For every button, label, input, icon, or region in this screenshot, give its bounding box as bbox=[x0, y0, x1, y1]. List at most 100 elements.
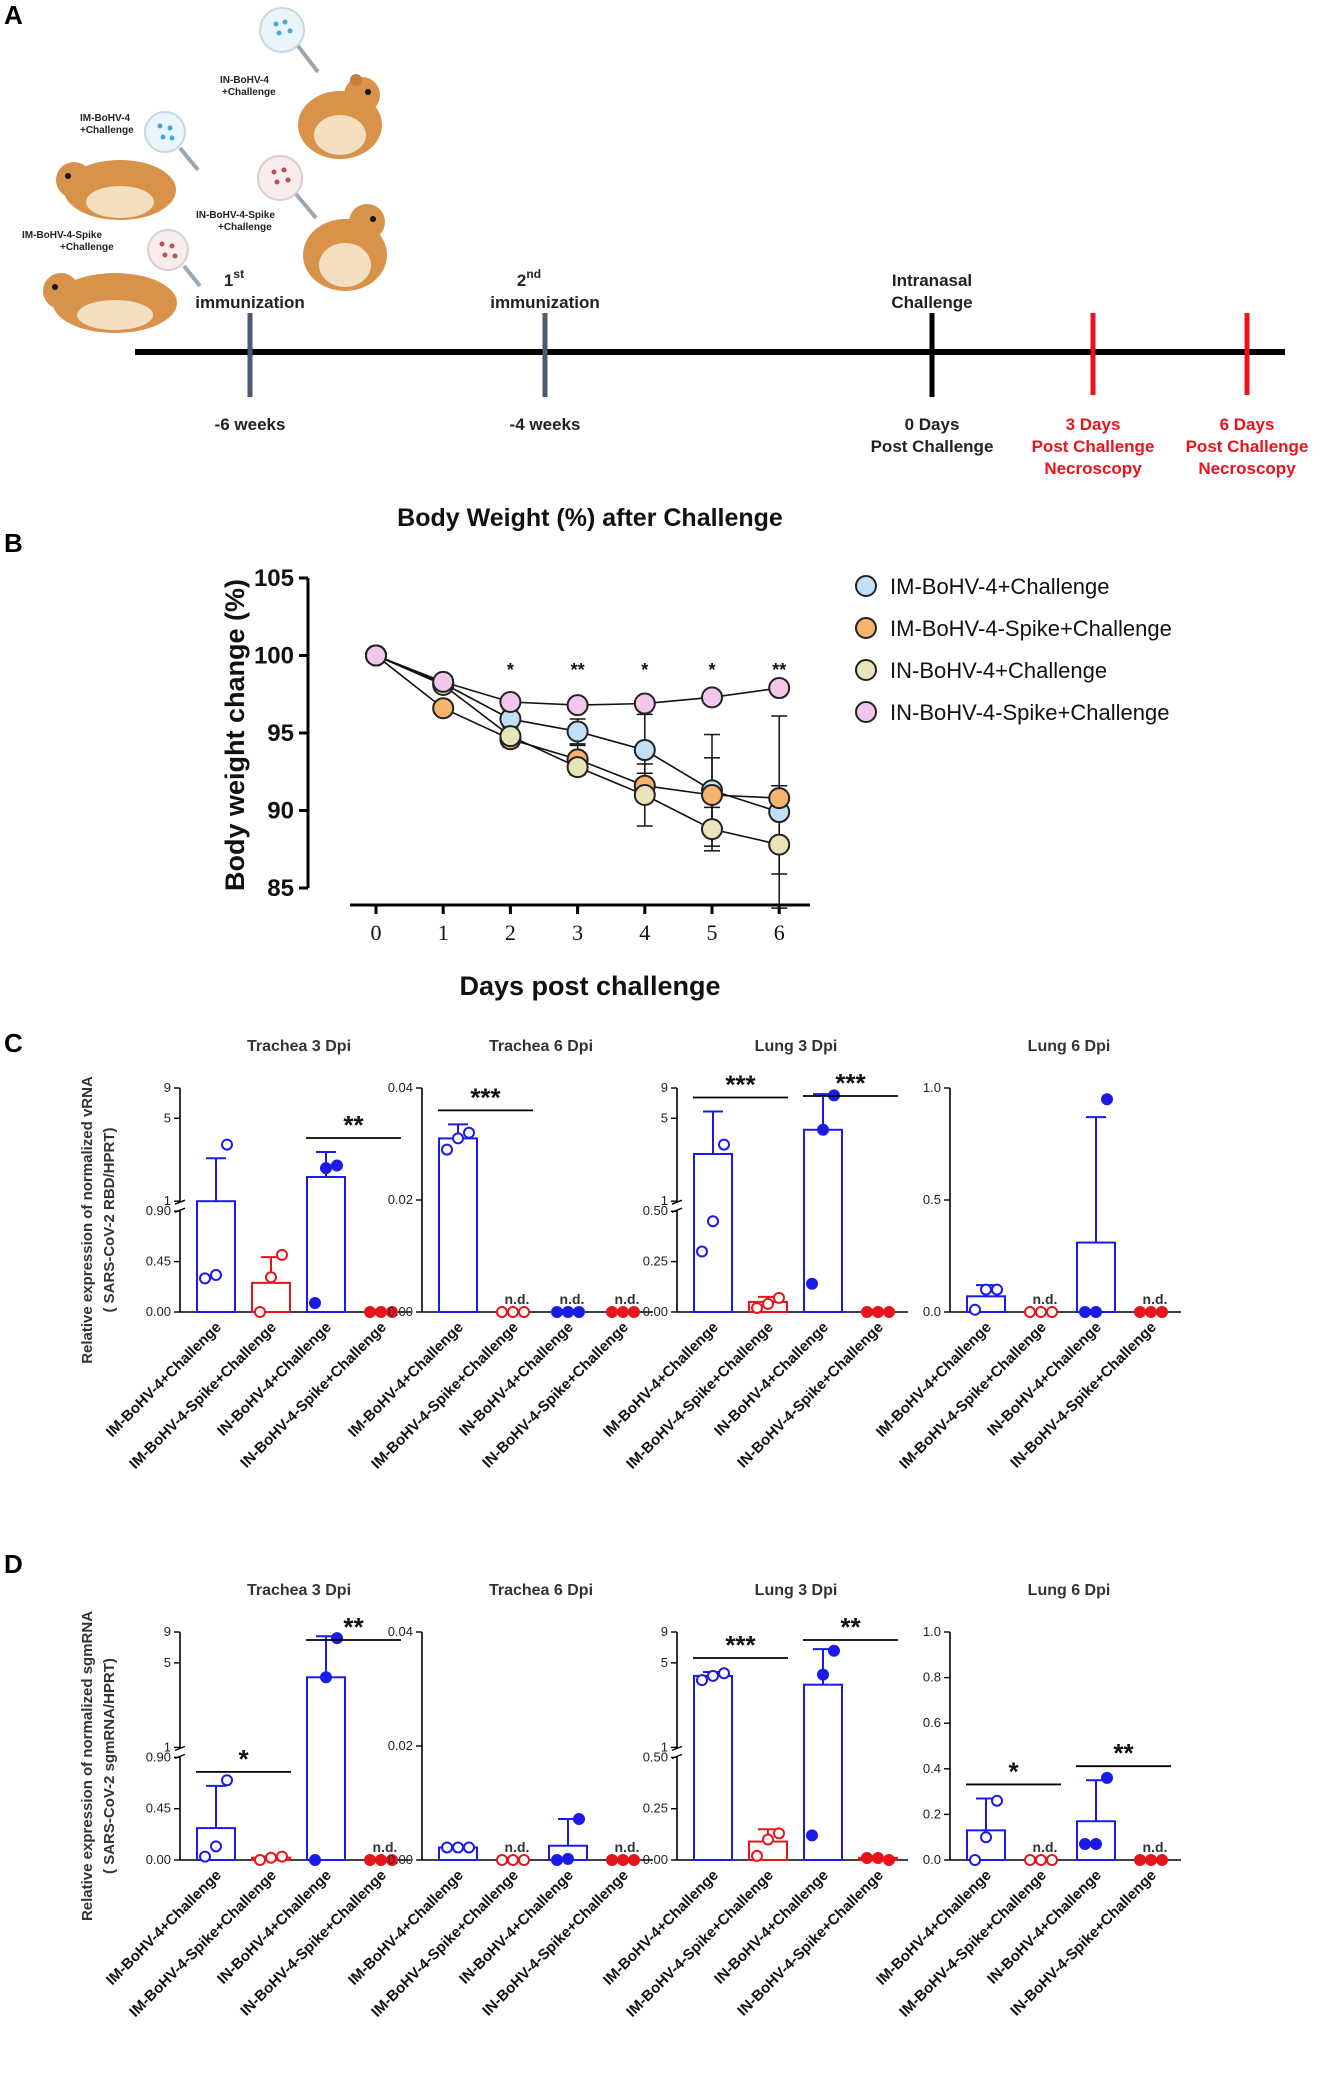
data-point bbox=[806, 1277, 818, 1290]
data-point bbox=[265, 1851, 277, 1864]
legend-label: IN-BoHV-4-Spike+Challenge bbox=[890, 700, 1169, 725]
data-point bbox=[1035, 1306, 1047, 1318]
data-point bbox=[817, 1123, 829, 1136]
timeline-time-label: Necroscopy bbox=[1198, 459, 1296, 478]
hamster-illustration-in-bohv4 bbox=[298, 74, 382, 159]
timeline-event-label: 2nd bbox=[517, 267, 541, 290]
not-detected-label: n.d. bbox=[505, 1839, 530, 1855]
legend-marker bbox=[855, 617, 877, 639]
data-point bbox=[199, 1850, 211, 1863]
data-point bbox=[566, 720, 589, 743]
data-point bbox=[320, 1162, 332, 1175]
chart-title: Lung 3 Dpi bbox=[755, 1038, 838, 1055]
y-tick-label: 90 bbox=[267, 798, 294, 825]
data-point bbox=[762, 1833, 774, 1846]
data-point bbox=[518, 1306, 530, 1318]
data-point bbox=[1145, 1306, 1157, 1318]
bar-chart-C2: Trachea 6 Dpi0.000.020.04IM-BoHV-4+Chall… bbox=[345, 1038, 653, 1473]
significance-label: * bbox=[641, 660, 648, 680]
data-point bbox=[806, 1829, 818, 1842]
data-point bbox=[861, 1851, 873, 1864]
bar-chart-D4: Lung 6 Dpi0.00.20.40.60.81.0IM-BoHV-4+Ch… bbox=[873, 1582, 1181, 2021]
data-point bbox=[883, 1854, 895, 1866]
data-point bbox=[320, 1671, 332, 1684]
data-point bbox=[1101, 1093, 1113, 1106]
data-point bbox=[551, 1854, 563, 1866]
significance-label: ** bbox=[840, 1612, 861, 1642]
panel-label-b: B bbox=[4, 528, 23, 558]
y-tick-label: 1.0 bbox=[923, 1624, 941, 1639]
legend-marker bbox=[855, 575, 877, 597]
data-point bbox=[991, 1283, 1003, 1296]
data-point bbox=[872, 1851, 884, 1864]
y-tick-label: 0.00 bbox=[388, 1852, 413, 1867]
data-point bbox=[452, 1132, 464, 1145]
data-point bbox=[375, 1306, 387, 1318]
timeline-time-label: -6 weeks bbox=[215, 415, 286, 434]
data-point bbox=[718, 1138, 730, 1151]
timeline-time-label: Post Challenge bbox=[1186, 437, 1309, 456]
y-tick-label: 0.45 bbox=[146, 1801, 171, 1816]
data-point bbox=[452, 1841, 464, 1854]
chart-title: Trachea 3 Dpi bbox=[247, 1582, 351, 1599]
y-tick-label: 0.00 bbox=[388, 1304, 413, 1319]
axis-break-icon bbox=[174, 1199, 186, 1213]
not-detected-label: n.d. bbox=[1033, 1291, 1058, 1307]
data-point bbox=[463, 1126, 475, 1139]
data-point bbox=[562, 1306, 574, 1318]
y-tick-label: 0.4 bbox=[923, 1761, 941, 1776]
significance-label: * bbox=[507, 660, 514, 680]
chart-title: Body Weight (%) after Challenge bbox=[397, 504, 783, 532]
data-point bbox=[980, 1283, 992, 1296]
data-point bbox=[883, 1306, 895, 1318]
syringe-icon bbox=[259, 7, 320, 74]
data-point bbox=[331, 1159, 343, 1172]
data-point bbox=[221, 1774, 233, 1787]
timeline-event-label: Challenge bbox=[891, 293, 972, 312]
bar-chart-C3: Lung 3 Dpi0.000.250.50159IM-BoHV-4+Chall… bbox=[600, 1038, 908, 1473]
bar bbox=[306, 1676, 346, 1861]
y-tick-label: 0.02 bbox=[388, 1192, 413, 1207]
not-detected-label: n.d. bbox=[560, 1291, 585, 1307]
illustration-label-im-bohv4-line2: +Challenge bbox=[80, 125, 134, 136]
y-tick-label: 5 bbox=[661, 1655, 668, 1670]
data-point bbox=[1134, 1306, 1146, 1318]
data-point bbox=[1101, 1771, 1113, 1784]
data-point bbox=[276, 1850, 288, 1863]
timeline-time-label: 3 Days bbox=[1066, 415, 1121, 434]
data-point bbox=[768, 833, 791, 856]
data-point bbox=[861, 1306, 873, 1318]
x-tick-label: 4 bbox=[639, 920, 650, 945]
chart-title: Lung 6 Dpi bbox=[1028, 1582, 1111, 1599]
timeline-time-label: 6 Days bbox=[1220, 415, 1275, 434]
significance-label: *** bbox=[725, 1630, 756, 1660]
panel-label-a: A bbox=[4, 0, 23, 30]
significance-label: * bbox=[1008, 1756, 1019, 1786]
axis-break-icon bbox=[174, 1745, 186, 1760]
data-point bbox=[696, 1245, 708, 1258]
timeline-time-label: Post Challenge bbox=[1032, 437, 1155, 456]
significance-label: ** bbox=[571, 660, 585, 680]
data-point bbox=[969, 1854, 981, 1866]
bar-chart-C1: Trachea 3 Dpi0.000.450.90159IM-BoHV-4+Ch… bbox=[79, 1038, 411, 1473]
timeline-event-label: immunization bbox=[195, 293, 305, 312]
chart-title: Lung 3 Dpi bbox=[755, 1582, 838, 1599]
y-tick-label: 0.00 bbox=[643, 1852, 668, 1867]
data-point bbox=[432, 670, 455, 693]
data-point bbox=[309, 1297, 321, 1310]
data-point bbox=[828, 1644, 840, 1657]
axis-break-icon bbox=[671, 1199, 683, 1213]
data-point bbox=[817, 1668, 829, 1681]
x-tick-label: 6 bbox=[774, 920, 785, 945]
body-weight-chart: Body Weight (%) after Challenge 85 90 95 100… bbox=[220, 504, 1172, 1001]
y-tick-label: 100 bbox=[254, 643, 294, 670]
data-point bbox=[768, 677, 791, 700]
data-point bbox=[701, 818, 723, 841]
timeline-time-label: Necroscopy bbox=[1044, 459, 1142, 478]
illustration-label-in-bohv4-spike-line1: IN-BoHV-4-Spike bbox=[196, 210, 275, 221]
y-axis-title: Body weight change (%) bbox=[220, 579, 250, 891]
bar bbox=[693, 1674, 733, 1861]
data-point bbox=[633, 739, 656, 762]
data-point bbox=[566, 756, 589, 779]
significance-label: ** bbox=[343, 1612, 364, 1642]
